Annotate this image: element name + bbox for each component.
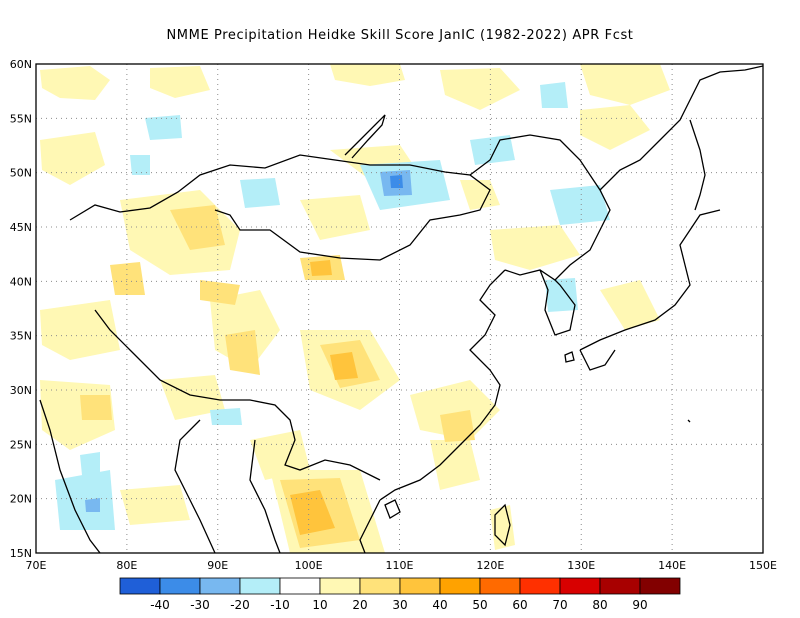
longitude-tick-label: 80E — [116, 559, 137, 572]
latitude-axis-labels: 15N 20N 25N 30N 35N 40N 45N 50N 55N 60N — [10, 58, 32, 560]
colorbar-label: 90 — [632, 598, 647, 612]
latitude-tick-label: 50N — [10, 167, 32, 180]
longitude-tick-label: 150E — [749, 559, 777, 572]
map-title: NMME Precipitation Heidke Skill Score Ja… — [166, 28, 634, 43]
colorbar-swatch — [479, 577, 521, 595]
colorbar-swatch — [639, 577, 681, 595]
latitude-tick-label: 20N — [10, 493, 32, 506]
longitude-tick-label: 100E — [295, 559, 323, 572]
colorbar-swatch — [559, 577, 601, 595]
colorbar-label: 80 — [592, 598, 607, 612]
latitude-tick-label: 15N — [10, 547, 32, 560]
longitude-axis-labels: 70E 80E 90E 100E 110E 120E 130E 140E 150E — [26, 559, 777, 572]
colorbar-label: -10 — [270, 598, 290, 612]
latitude-tick-label: 25N — [10, 438, 32, 451]
colorbar-swatch — [119, 577, 161, 595]
colorbar-label: 70 — [552, 598, 567, 612]
map-frame — [35, 63, 764, 554]
colorbar-labels: -40 -30 -20 -10 10 20 30 40 50 60 70 80 90 — [150, 598, 647, 612]
colorbar-swatch — [519, 577, 561, 595]
colorbar-label: 30 — [392, 598, 407, 612]
latitude-tick-label: 55N — [10, 112, 32, 125]
colorbar — [119, 577, 681, 595]
coastlines-and-borders — [39, 65, 763, 553]
longitude-tick-label: 130E — [567, 559, 595, 572]
latitude-tick-label: 60N — [10, 58, 32, 71]
longitude-tick-label: 110E — [386, 559, 414, 572]
longitude-tick-label: 90E — [207, 559, 228, 572]
colorbar-label: 10 — [312, 598, 327, 612]
colorbar-swatch — [159, 577, 201, 595]
colorbar-swatch — [279, 577, 321, 595]
longitude-tick-label: 70E — [26, 559, 47, 572]
latitude-tick-label: 35N — [10, 330, 32, 343]
colorbar-swatch — [599, 577, 641, 595]
colorbar-swatch — [359, 577, 401, 595]
colorbar-swatch — [199, 577, 241, 595]
colorbar-swatch — [319, 577, 361, 595]
colorbar-swatch — [399, 577, 441, 595]
colorbar-label: -20 — [230, 598, 250, 612]
longitude-tick-label: 120E — [476, 559, 504, 572]
skill-score-shading — [40, 64, 670, 553]
colorbar-label: -30 — [190, 598, 210, 612]
colorbar-label: -40 — [150, 598, 170, 612]
map-gridlines — [36, 64, 763, 553]
latitude-tick-label: 40N — [10, 275, 32, 288]
colorbar-label: 20 — [352, 598, 367, 612]
colorbar-swatch — [439, 577, 481, 595]
colorbar-label: 40 — [432, 598, 447, 612]
latitude-tick-label: 45N — [10, 221, 32, 234]
colorbar-swatch — [239, 577, 281, 595]
colorbar-label: 60 — [512, 598, 527, 612]
latitude-tick-label: 30N — [10, 384, 32, 397]
colorbar-label: 50 — [472, 598, 487, 612]
longitude-tick-label: 140E — [658, 559, 686, 572]
